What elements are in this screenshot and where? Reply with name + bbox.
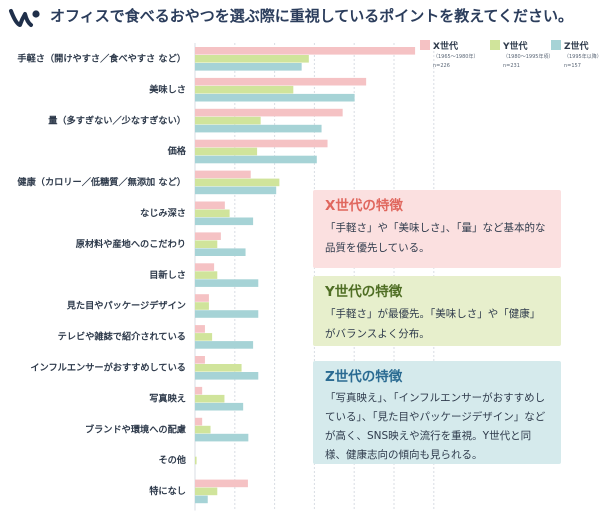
- bar-x-generation: [195, 108, 343, 117]
- bar-z-generation: [195, 341, 254, 349]
- bar-z-generation: [195, 495, 208, 504]
- category-label: 手軽さ（開けやすさ／食べやすさ など）: [17, 52, 186, 64]
- category-label: 原材料や産地へのこだわり: [76, 238, 186, 250]
- category-label: 目新しさ: [149, 269, 186, 281]
- bar-y-generation: [195, 116, 261, 125]
- legend-series-name: Y世代: [502, 40, 528, 52]
- z-generation-note-heading: Z世代の特徴: [325, 369, 403, 385]
- legend-swatch: [420, 40, 430, 50]
- bar-y-generation: [195, 271, 218, 279]
- bar-y-generation: [195, 456, 197, 465]
- legend-series-sub: （1995年以降）: [564, 53, 600, 60]
- bar-z-generation: [195, 63, 302, 71]
- bar-x-generation: [195, 479, 248, 488]
- category-label: インフルエンサーがおすすめしている: [30, 361, 186, 373]
- legend-swatch: [490, 40, 500, 50]
- bar-x-generation: [195, 77, 367, 86]
- bar-y-generation: [195, 364, 242, 372]
- category-label: 写真映え: [149, 392, 186, 404]
- y-generation-note-heading: Y世代の特徴: [325, 284, 403, 300]
- bar-y-generation: [195, 487, 218, 496]
- bar-x-generation: [195, 417, 203, 426]
- x-generation-note-body: 「手軽さ」や「美味しさ」、「量」など基本的な品質を優先している。: [325, 222, 546, 254]
- category-label: 特になし: [149, 485, 186, 497]
- category-label: 価格: [167, 145, 187, 157]
- bar-x-generation: [195, 47, 416, 55]
- bar-y-generation: [195, 302, 209, 310]
- category-label: 見た目やパッケージデザイン: [66, 300, 186, 312]
- legend-series-name: X世代: [433, 40, 458, 52]
- bar-x-generation: [195, 139, 328, 148]
- legend-series-sub: （1965～1980年）: [433, 53, 478, 60]
- z-generation-note-body: 「写真映え」、「インフルエンサーがおすすめしている」、「見た目やパッケージデザイ…: [325, 392, 546, 461]
- bar-z-generation: [195, 217, 254, 226]
- bar-y-generation: [195, 55, 309, 63]
- category-label: その他: [158, 454, 186, 466]
- category-label: 健康（カロリー／低糖質／無添加 など）: [17, 176, 186, 188]
- category-label: 美味しさ: [149, 83, 186, 95]
- bar-z-generation: [195, 310, 259, 318]
- category-label: ブランドや環境への配慮: [85, 423, 187, 435]
- bar-z-generation: [195, 93, 355, 102]
- category-label: テレビや雑誌で紹介されている: [58, 331, 186, 343]
- bar-x-generation: [195, 386, 203, 395]
- bar-x-generation: [195, 294, 209, 302]
- bar-y-generation: [195, 178, 280, 187]
- bar-x-generation: [195, 232, 221, 240]
- legend-series-n: n=226: [433, 63, 450, 69]
- bar-x-generation: [195, 356, 205, 364]
- bar-y-generation: [195, 425, 211, 434]
- bar-y-generation: [195, 147, 258, 156]
- legend-series-name: Z世代: [564, 40, 589, 52]
- bar-x-generation: [195, 201, 225, 210]
- x-generation-note: X世代の特徴 「手軽さ」や「美味しさ」、「量」など基本的な品質を優先している。: [313, 190, 561, 268]
- bar-y-generation: [195, 394, 225, 403]
- legend-swatch: [551, 40, 561, 50]
- bar-z-generation: [195, 124, 322, 133]
- bar-z-generation: [195, 372, 259, 380]
- bar-y-generation: [195, 85, 294, 94]
- bar-z-generation: [195, 279, 259, 287]
- bar-z-generation: [195, 402, 244, 411]
- bar-y-generation: [195, 209, 230, 218]
- z-generation-note: Z世代の特徴 「写真映え」、「インフルエンサーがおすすめしている」、「見た目やパ…: [313, 361, 561, 464]
- y-generation-note-body: 「手軽さ」が最優先。「美味しさ」や「健康」がバランスよく分布。: [325, 308, 541, 340]
- y-generation-note: Y世代の特徴 「手軽さ」が最優先。「美味しさ」や「健康」がバランスよく分布。: [313, 276, 561, 346]
- category-label: 量（多すぎない／少なすぎない）: [48, 114, 186, 126]
- bar-x-generation: [195, 170, 251, 179]
- legend-series-sub: （1980～1995年頃）: [503, 53, 553, 60]
- legend-series-n: n=231: [503, 63, 520, 69]
- bar-z-generation: [195, 155, 317, 164]
- legend-series-n: n=157: [564, 63, 581, 69]
- category-label: なじみ深さ: [140, 207, 186, 219]
- bar-y-generation: [195, 333, 213, 341]
- bar-y-generation: [195, 240, 218, 248]
- chart-title: オフィスで食べるおやつを選ぶ際に重視しているポイントを教えてください。: [50, 7, 574, 25]
- bar-z-generation: [195, 433, 249, 442]
- brand-logo-icon: [9, 9, 40, 27]
- bar-x-generation: [195, 325, 205, 333]
- bar-x-generation: [195, 263, 215, 271]
- bar-z-generation: [195, 186, 277, 195]
- bar-z-generation: [195, 248, 246, 256]
- x-generation-note-heading: X世代の特徴: [325, 198, 403, 214]
